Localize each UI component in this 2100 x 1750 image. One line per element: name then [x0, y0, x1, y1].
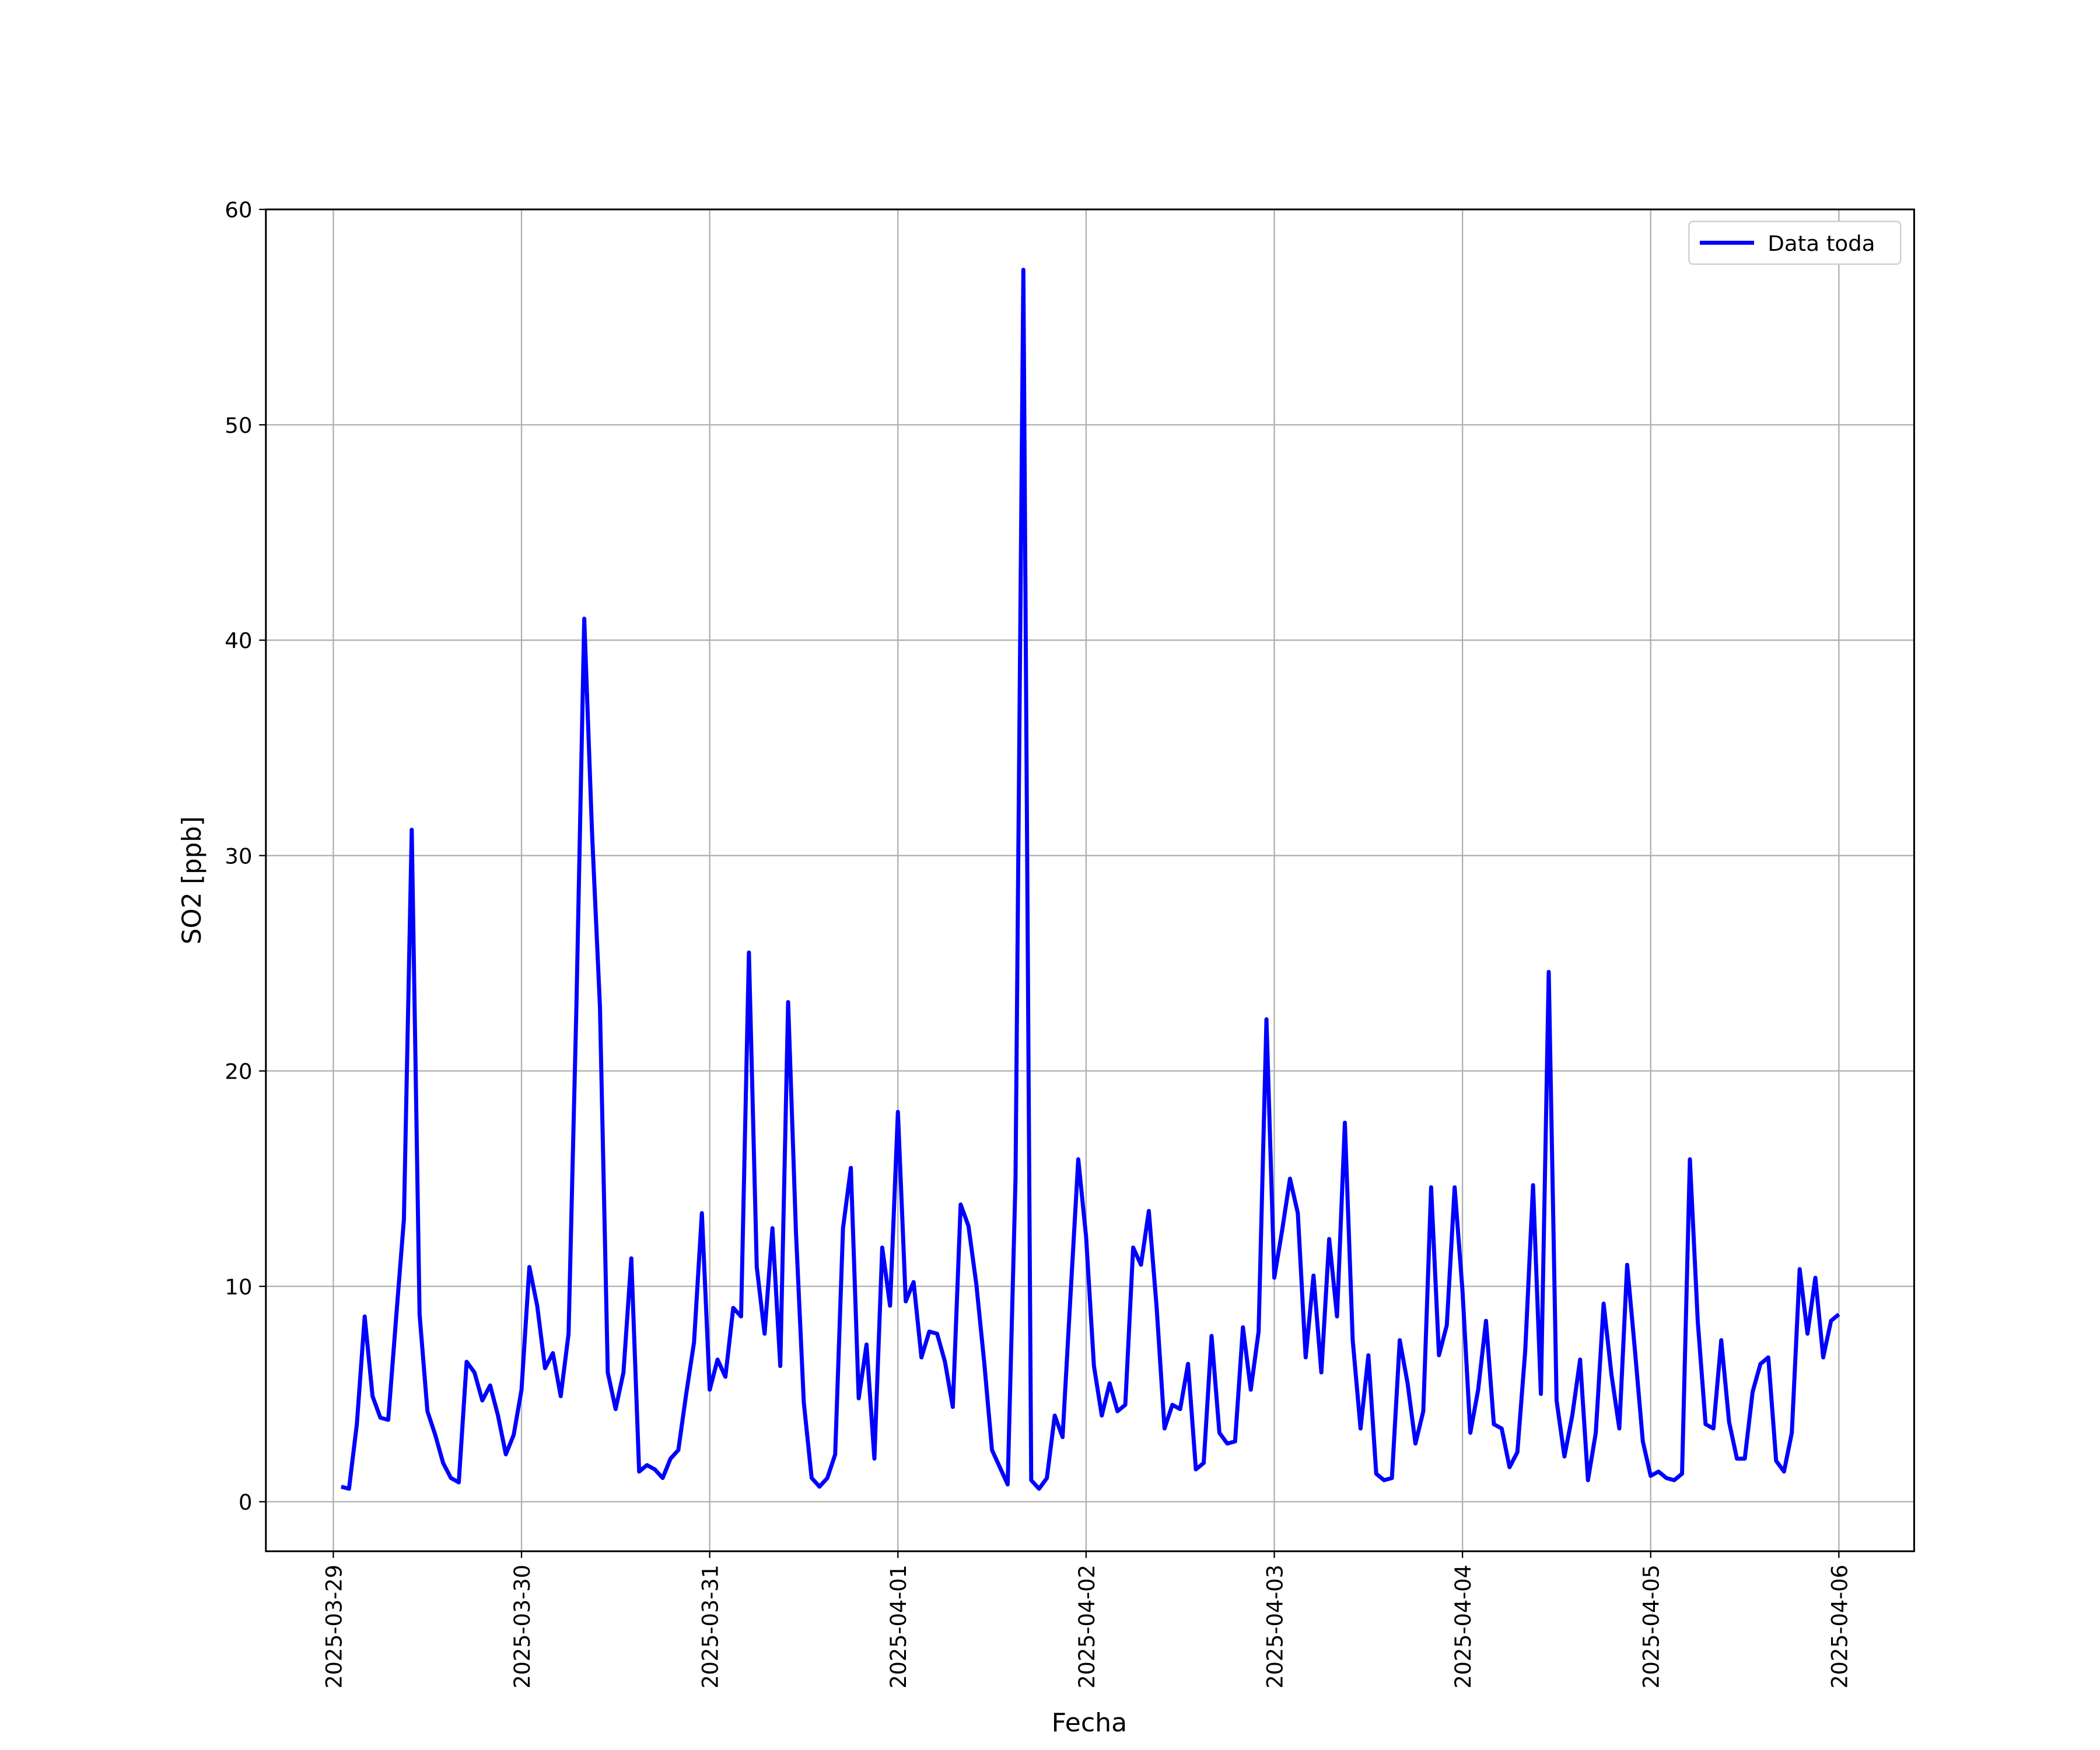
x-tick-label: 2025-04-06: [1827, 1564, 1852, 1688]
x-axis-label: Fecha: [1052, 1708, 1128, 1738]
y-tick-label: 30: [225, 844, 252, 869]
y-tick-label: 50: [225, 413, 252, 438]
x-tick-label: 2025-04-02: [1074, 1564, 1100, 1688]
x-tick-label: 2025-04-04: [1451, 1564, 1476, 1688]
x-tick-label: 2025-04-03: [1262, 1564, 1287, 1688]
x-tick-label: 2025-03-30: [510, 1564, 535, 1688]
legend-box: [1688, 220, 1902, 265]
x-tick-label: 2025-04-01: [886, 1564, 911, 1688]
data-line: [340, 267, 1840, 1491]
x-tick-label: 2025-04-05: [1639, 1564, 1664, 1688]
y-tick-label: 10: [225, 1275, 252, 1300]
y-tick-label: 40: [225, 628, 252, 653]
x-tick-label: 2025-03-31: [698, 1564, 723, 1688]
y-tick-label: 0: [239, 1490, 253, 1515]
x-tick-label: 2025-03-29: [321, 1564, 346, 1688]
y-tick-label: 60: [225, 198, 252, 223]
y-tick-label: 20: [225, 1059, 252, 1084]
axes-frame: [265, 208, 1915, 1552]
legend-label: Data toda: [1768, 231, 1875, 256]
y-axis-label: SO2 [ppb]: [177, 816, 207, 944]
